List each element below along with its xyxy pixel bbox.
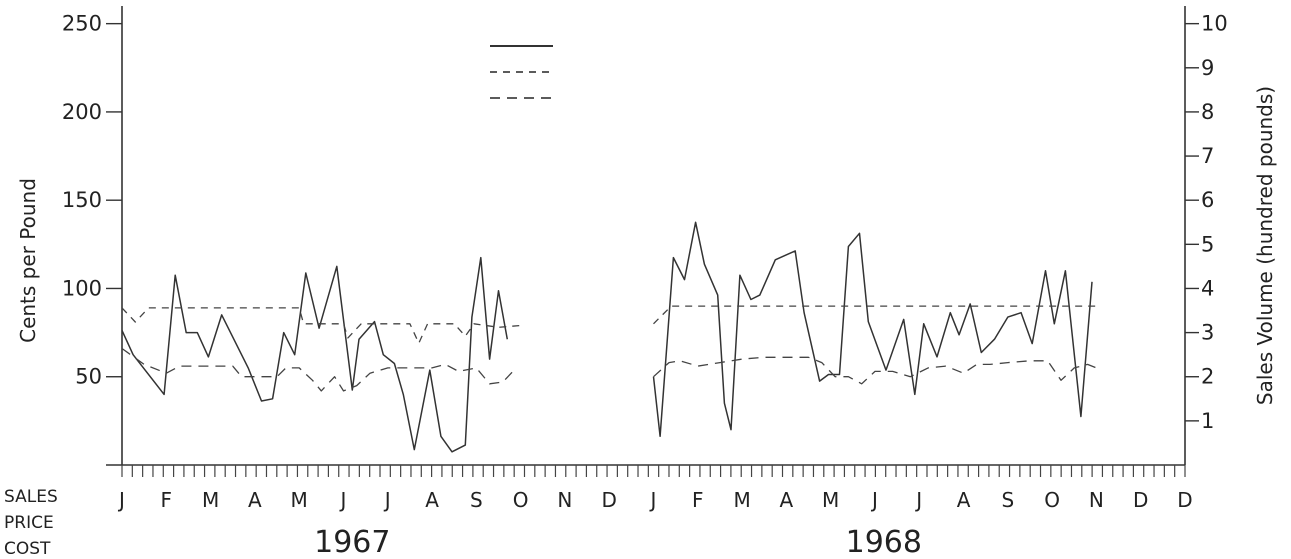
series-line-price	[121, 307, 521, 344]
right-axis-ticks: 1 2 3 4 5 6 7 8 9 10	[1185, 12, 1228, 433]
month-label: J	[649, 488, 657, 512]
month-label: A	[425, 488, 439, 512]
month-label: J	[870, 488, 878, 512]
right-tick-label: 7	[1201, 144, 1214, 168]
legend: SALES PRICE COST	[4, 45, 553, 559]
series-line-sales	[121, 256, 509, 453]
right-tick-label: 10	[1201, 12, 1228, 36]
month-label: A	[957, 488, 971, 512]
legend-label-sales: SALES	[4, 487, 58, 507]
series-layer	[121, 221, 1097, 453]
right-tick-label: 9	[1201, 56, 1214, 80]
month-label: N	[557, 488, 572, 512]
month-label: M	[291, 488, 308, 512]
left-axis-ticks: 50 100 150 200 250	[62, 12, 122, 389]
series-line-cost	[121, 347, 517, 392]
left-tick-label: 150	[62, 188, 102, 212]
right-tick-label: 4	[1201, 276, 1214, 300]
month-label: M	[822, 488, 839, 512]
right-tick-label: 8	[1201, 100, 1214, 124]
series-line-price	[653, 305, 1097, 325]
month-label: D	[1133, 488, 1148, 512]
month-label: S	[470, 488, 483, 512]
x-axis-ticks	[121, 465, 1186, 477]
right-tick-label: 2	[1201, 365, 1214, 389]
legend-label-price: PRICE	[4, 513, 54, 533]
right-tick-label: 6	[1201, 188, 1214, 212]
month-label: F	[161, 488, 173, 512]
month-label: J	[339, 488, 347, 512]
year-label: 1968	[846, 525, 922, 559]
series-line-sales	[652, 221, 1093, 438]
month-label: A	[780, 488, 794, 512]
series-price	[121, 305, 1097, 344]
left-tick-label: 50	[75, 365, 102, 389]
month-label: M	[733, 488, 750, 512]
month-label: J	[383, 488, 391, 512]
month-label: J	[914, 488, 922, 512]
month-label: A	[248, 488, 262, 512]
right-axis-title: Sales Volume (hundred pounds)	[1253, 86, 1277, 405]
left-axis-title: Cents per Pound	[16, 178, 40, 343]
year-labels: 1967 1968	[314, 525, 922, 559]
axes	[106, 6, 1186, 466]
left-tick-label: 250	[62, 12, 102, 36]
month-label: N	[1089, 488, 1104, 512]
month-label: F	[692, 488, 704, 512]
legend-label-cost: COST	[4, 539, 51, 559]
month-label: D	[1177, 488, 1192, 512]
right-tick-label: 3	[1201, 321, 1214, 345]
month-label: S	[1001, 488, 1014, 512]
left-tick-label: 200	[62, 100, 102, 124]
month-label: O	[1044, 488, 1060, 512]
series-sales	[121, 221, 1093, 453]
right-tick-label: 1	[1201, 409, 1214, 433]
series-cost	[121, 347, 1097, 392]
month-label: D	[602, 488, 617, 512]
month-label: M	[202, 488, 219, 512]
series-line-cost	[653, 356, 1097, 385]
right-tick-label: 5	[1201, 232, 1214, 256]
month-label: O	[513, 488, 529, 512]
year-label: 1967	[314, 525, 390, 559]
month-label: J	[117, 488, 125, 512]
left-tick-label: 100	[62, 276, 102, 300]
